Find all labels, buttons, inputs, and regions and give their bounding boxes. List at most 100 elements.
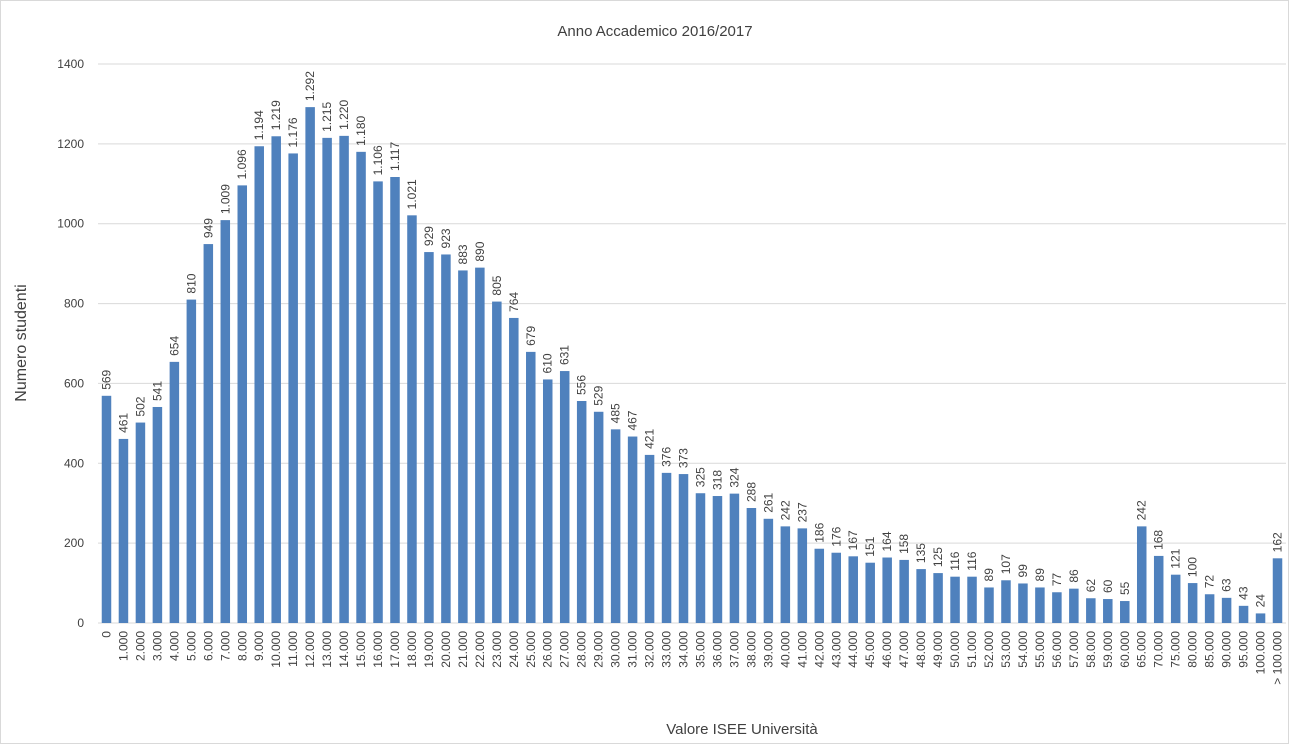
x-tick-label: 44.000: [846, 631, 860, 668]
value-label: 631: [558, 345, 572, 365]
value-label: 1.215: [320, 102, 334, 132]
x-tick-label: 57.000: [1067, 631, 1081, 668]
chart-title: Anno Accademico 2016/2017: [557, 23, 752, 40]
bar: [1136, 526, 1147, 623]
value-label: 569: [99, 369, 113, 389]
x-tick-label: 19.000: [422, 631, 436, 668]
value-label: 288: [744, 482, 758, 502]
bar: [390, 176, 400, 623]
y-tick-label: 400: [64, 456, 84, 470]
value-label: 168: [1152, 530, 1166, 550]
x-tick-label: 34.000: [677, 631, 691, 668]
y-tick-label: 1000: [57, 217, 84, 231]
value-label: 923: [439, 228, 453, 248]
bar: [169, 361, 180, 623]
value-label: 764: [507, 292, 521, 312]
x-tick-label: 39.000: [761, 631, 775, 668]
value-label: 805: [490, 275, 504, 295]
x-tick-label: 54.000: [1016, 631, 1030, 668]
value-label: 89: [1033, 568, 1047, 582]
value-label: 1.117: [388, 142, 402, 171]
x-tick-label: 5.000: [184, 631, 198, 661]
value-label: 121: [1169, 548, 1183, 568]
x-tick-label: 35.000: [693, 631, 707, 668]
y-tick-label: 1400: [57, 57, 84, 71]
x-tick-label: 53.000: [999, 631, 1013, 668]
value-label: 502: [133, 396, 147, 416]
value-label: 116: [965, 551, 979, 570]
x-tick-label: 13.000: [320, 631, 334, 668]
value-label: 949: [201, 218, 215, 238]
value-label: 373: [677, 448, 691, 468]
bar: [610, 429, 621, 623]
x-tick-label: 20.000: [439, 631, 453, 668]
x-tick-label: 85.000: [1203, 631, 1217, 668]
bar: [627, 436, 638, 623]
value-label: 810: [184, 273, 198, 293]
bar: [559, 371, 570, 623]
value-label: 86: [1067, 569, 1081, 583]
x-tick-label: 100.000: [1254, 631, 1268, 675]
bar: [526, 351, 536, 623]
x-tick-label: 49.000: [931, 631, 945, 668]
value-label: 63: [1220, 578, 1234, 592]
value-label: 242: [1135, 500, 1149, 520]
bar: [1103, 599, 1113, 623]
bar: [373, 181, 383, 623]
bar: [237, 185, 248, 623]
bar: [899, 559, 909, 623]
x-tick-label: 55.000: [1033, 631, 1047, 668]
y-axis-label: Numero studenti: [13, 284, 30, 401]
bar: [593, 411, 604, 623]
value-label: 89: [982, 568, 996, 582]
x-tick-label: 51.000: [965, 631, 979, 668]
value-label: 55: [1118, 581, 1132, 595]
value-label: 242: [778, 500, 792, 520]
bar: [1086, 598, 1096, 623]
bar: [831, 552, 842, 623]
bar: [1001, 580, 1011, 623]
y-tick-label: 0: [77, 616, 84, 630]
x-tick-label: 65.000: [1135, 631, 1149, 668]
value-label: 43: [1237, 586, 1251, 600]
value-label: 556: [575, 375, 589, 395]
bar: [1187, 583, 1198, 623]
x-tick-label: 41.000: [795, 631, 809, 668]
x-tick-label: 95.000: [1237, 631, 1251, 668]
value-label: 485: [609, 403, 623, 423]
bar: [339, 135, 349, 623]
value-label: 1.096: [235, 149, 249, 179]
x-tick-label: 26.000: [541, 631, 555, 668]
bar: [152, 406, 163, 623]
value-label: 107: [999, 554, 1013, 574]
x-tick-label: 22.000: [473, 631, 487, 668]
value-label: 325: [693, 467, 707, 487]
value-label: 77: [1050, 573, 1064, 587]
bar: [967, 576, 977, 623]
bar: [322, 137, 332, 623]
bar: [746, 508, 757, 623]
bar: [695, 493, 706, 623]
value-label: 116: [948, 551, 962, 570]
value-label: 318: [710, 470, 724, 490]
x-tick-label: 9.000: [252, 631, 266, 661]
x-tick-label: 23.000: [490, 631, 504, 668]
x-tick-label: 2.000: [133, 631, 147, 661]
x-tick-label: 18.000: [405, 631, 419, 668]
x-tick-label: 32.000: [643, 631, 657, 668]
value-label: 1.106: [371, 145, 385, 175]
bar: [288, 153, 298, 623]
x-axis-label: Valore ISEE Università: [666, 721, 818, 738]
bar: [542, 379, 553, 623]
bar: [1052, 592, 1062, 623]
x-tick-label: 33.000: [660, 631, 674, 668]
value-label: 62: [1084, 579, 1098, 593]
x-tick-label: 31.000: [626, 631, 640, 668]
value-label: 99: [1016, 564, 1030, 578]
x-tick-label: 3.000: [150, 631, 164, 661]
x-tick-label: 10.000: [269, 631, 283, 668]
value-label: 529: [592, 385, 606, 405]
bar: [475, 267, 485, 623]
value-label: 1.180: [354, 115, 368, 145]
x-tick-label: 70.000: [1152, 631, 1166, 668]
